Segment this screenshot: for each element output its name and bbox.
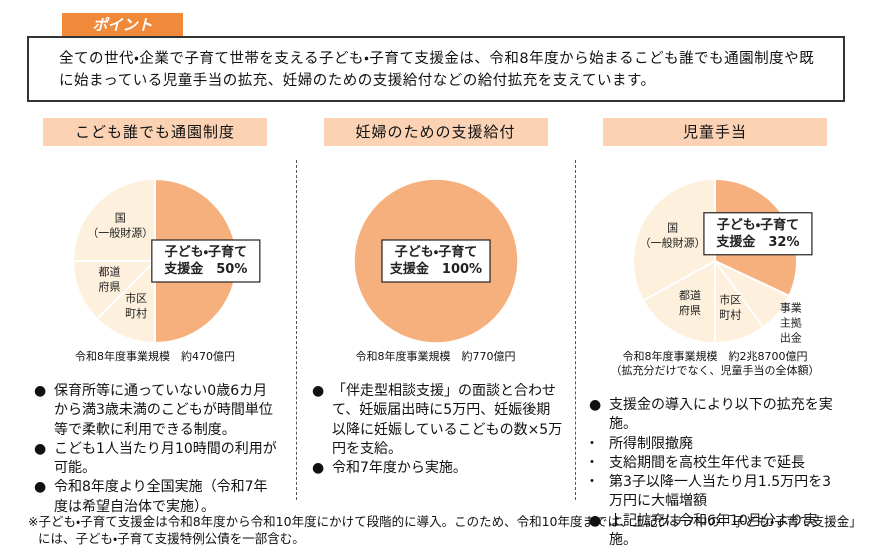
- slice-label: 市区: [719, 293, 741, 306]
- bullet-text: 所得制限撤廃: [609, 435, 693, 452]
- label-box: [380, 239, 491, 283]
- bullet-list: ● 支援金の導入により以下の拡充を実施。・所得制限撤廃・支給期間を高校生年代まで延…: [585, 396, 845, 550]
- slice-label: 市区: [125, 292, 147, 305]
- bullet-item: ● 保育所等に通っていない0歳6カ月から満3歳未満のこどもが時間単位等で柔軟に利用…: [30, 382, 280, 440]
- bullet-item: ● 令和8年度より全国実施（令和7年度は希望自治体で実施）。: [30, 478, 280, 517]
- bullet-text: 保育所等に通っていない0歳6カ月から満3歳未満のこどもが時間単位等で柔軟に利用で…: [54, 383, 273, 438]
- bullet-marker: ●: [34, 440, 47, 457]
- point-tab: ポイント: [62, 13, 183, 37]
- bullet-marker: ・: [585, 474, 599, 491]
- label-box: [151, 239, 261, 283]
- caption: 令和8年度事業規模 約770億円: [308, 350, 563, 364]
- slice-label: 主拠: [780, 317, 802, 330]
- bullet-list: ● 保育所等に通っていない0歳6カ月から満3歳未満のこどもが時間単位等で柔軟に利用…: [30, 382, 280, 517]
- bullet-text: 第3子以降一人当たり月1.5万円を3万円に大幅増額: [609, 474, 832, 510]
- bullet-text: 令和8年度より全国実施（令和7年度は希望自治体で実施）。: [54, 479, 268, 515]
- slice-label: 子ども・子育て: [717, 217, 799, 233]
- column-heading: 妊婦のための支援給付: [323, 118, 548, 146]
- bullet-text: 上記拡充は令和6年10月分より実施。: [609, 512, 818, 549]
- bullet-text: 令和7年度から実施。: [332, 460, 467, 477]
- slice-label: 都道: [679, 288, 701, 302]
- column: 児童手当子ども・子育て 支援金 32% 事業主拠出金 市区 町村 都道府県 国（一般財源） 令…: [585, 118, 845, 550]
- slice-label: 府県: [99, 280, 121, 293]
- bullet-marker: ●: [589, 397, 602, 413]
- bullet-marker: ●: [34, 479, 47, 496]
- caption: 令和8年度事業規模 約470億円: [30, 350, 280, 364]
- bullet-item: ● 令和7年度から実施。: [308, 459, 563, 478]
- bullet-item: ・所得制限撤廃: [585, 435, 845, 454]
- slice-label: 出金: [780, 332, 802, 345]
- caption-line: 令和8年度事業規模 約2兆8700億円: [622, 350, 808, 363]
- pie-slice: [632, 177, 716, 302]
- bullet-text: 支給期間を高校生年代まで延長: [609, 454, 805, 471]
- slice-label: 子ども・子育て: [394, 244, 476, 260]
- bullet-item: ● こども1人当たり月10時間の利用が可能。: [30, 440, 280, 479]
- bullet-marker: ●: [312, 460, 325, 477]
- bullet-marker: ●: [589, 512, 602, 529]
- pie-slice: [71, 260, 158, 321]
- bullet-text: 「伴走型相談支援」の面談と合わせて、妊娠届出時に5万円、妊娠後期以降に妊娠してい…: [332, 383, 563, 457]
- bullet-marker: ●: [34, 383, 47, 399]
- bullet-item: ● 「伴走型相談支援」の面談と合わせて、妊娠届出時に5万円、妊娠後期以降に妊娠して…: [308, 382, 563, 459]
- slice-label: 支援金 100%: [389, 261, 481, 277]
- bullet-item: ● 上記拡充は令和6年10月分より実施。: [585, 512, 845, 550]
- bullet-list: ● 「伴走型相談支援」の面談と合わせて、妊娠届出時に5万円、妊娠後期以降に妊娠して…: [308, 382, 563, 478]
- separator: [575, 160, 576, 500]
- slice-label: 町村: [125, 306, 147, 320]
- caption-line: 令和8年度事業規模 約770億円: [355, 350, 516, 363]
- slice-label: 国: [667, 221, 678, 234]
- pie-slice: [95, 258, 156, 345]
- slice-label: 町村: [719, 307, 741, 321]
- caption: 令和8年度事業規模 約2兆8700億円 （拡充分だけでなく、児童手当の全体額）: [585, 350, 845, 378]
- separator: [296, 160, 297, 500]
- slice-label: 国: [115, 212, 126, 225]
- caption-line: （拡充分だけでなく、児童手当の全体額）: [610, 364, 820, 377]
- column: 妊婦のための支援給付子ども・子育て 支援金 100% 令和8年度事業規模 約770億…: [308, 118, 563, 478]
- slice-label: 子ども・子育て: [165, 244, 247, 260]
- pie-chart: 子ども・子育て支援金 100%: [352, 178, 519, 344]
- bullet-marker: ・: [585, 435, 599, 452]
- bullet-text: こども1人当たり月10時間の利用が可能。: [54, 440, 277, 477]
- slice-label: 事業: [780, 302, 802, 315]
- footnote: ※子ども・子育て支援金は令和8年度から令和10年度にかけて段階的に導入。このため…: [28, 514, 856, 546]
- bullet-text: 支援金の導入により以下の拡充を実施。: [609, 397, 833, 433]
- bullet-marker: ●: [312, 383, 325, 399]
- bullet-item: ・支給期間を高校生年代まで延長: [585, 454, 845, 473]
- column: こども誰でも通園制度子ども・子育て 支援金 50% 市区 町村 都道府県 国（一般財源） 令…: [30, 118, 280, 517]
- slice-label: 支援金 50%: [164, 261, 247, 277]
- pie-slice: [641, 259, 716, 345]
- slice-label: （一般財源）: [640, 235, 706, 249]
- bullet-item: ● 支援金の導入により以下の拡充を実施。: [585, 396, 845, 435]
- label-box: [703, 212, 813, 256]
- bullet-item: ・第3子以降一人当たり月1.5万円を3万円に大幅増額: [585, 473, 845, 512]
- pie-slice: [71, 177, 156, 262]
- slice-label: 支援金 32%: [716, 234, 799, 250]
- slice-label: 都道: [99, 264, 121, 278]
- summary-box: 全ての世代・企業で子育て世帯を支える子ども・子育て支援金は、令和8年度から始まる…: [27, 36, 845, 102]
- column-heading: 児童手当: [603, 118, 827, 146]
- column-heading: こども誰でも通園制度: [43, 118, 267, 146]
- caption-line: 令和8年度事業規模 約470億円: [75, 350, 235, 363]
- slice-label: （一般財源）: [87, 226, 153, 240]
- slice-label: 府県: [679, 304, 701, 317]
- bullet-marker: ・: [585, 454, 599, 471]
